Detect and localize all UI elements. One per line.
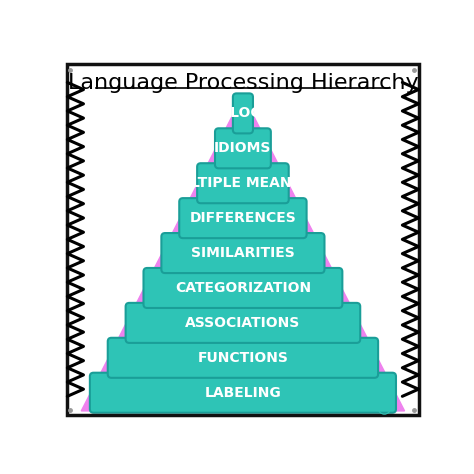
FancyBboxPatch shape xyxy=(215,128,271,168)
Text: ASSOCIATIONS: ASSOCIATIONS xyxy=(185,316,301,330)
Text: FUNCTIONS: FUNCTIONS xyxy=(198,351,288,365)
FancyBboxPatch shape xyxy=(126,303,360,343)
Text: IDIOMS: IDIOMS xyxy=(214,141,272,155)
Text: SP: SP xyxy=(380,405,389,410)
Text: ANALOGIES: ANALOGIES xyxy=(198,106,288,120)
FancyBboxPatch shape xyxy=(108,338,378,378)
Text: CATEGORIZATION: CATEGORIZATION xyxy=(175,281,311,295)
Polygon shape xyxy=(82,95,405,411)
Text: Language Processing Hierarchy: Language Processing Hierarchy xyxy=(68,73,418,93)
FancyBboxPatch shape xyxy=(179,198,307,238)
FancyBboxPatch shape xyxy=(161,233,325,273)
FancyBboxPatch shape xyxy=(233,93,253,133)
Text: DIFFERENCES: DIFFERENCES xyxy=(190,211,296,225)
Text: SIMILARITIES: SIMILARITIES xyxy=(191,246,295,260)
FancyBboxPatch shape xyxy=(144,268,342,308)
FancyBboxPatch shape xyxy=(90,373,396,413)
FancyBboxPatch shape xyxy=(197,163,289,203)
Text: LABELING: LABELING xyxy=(205,386,281,400)
Text: MULTIPLE MEANING: MULTIPLE MEANING xyxy=(166,176,320,190)
